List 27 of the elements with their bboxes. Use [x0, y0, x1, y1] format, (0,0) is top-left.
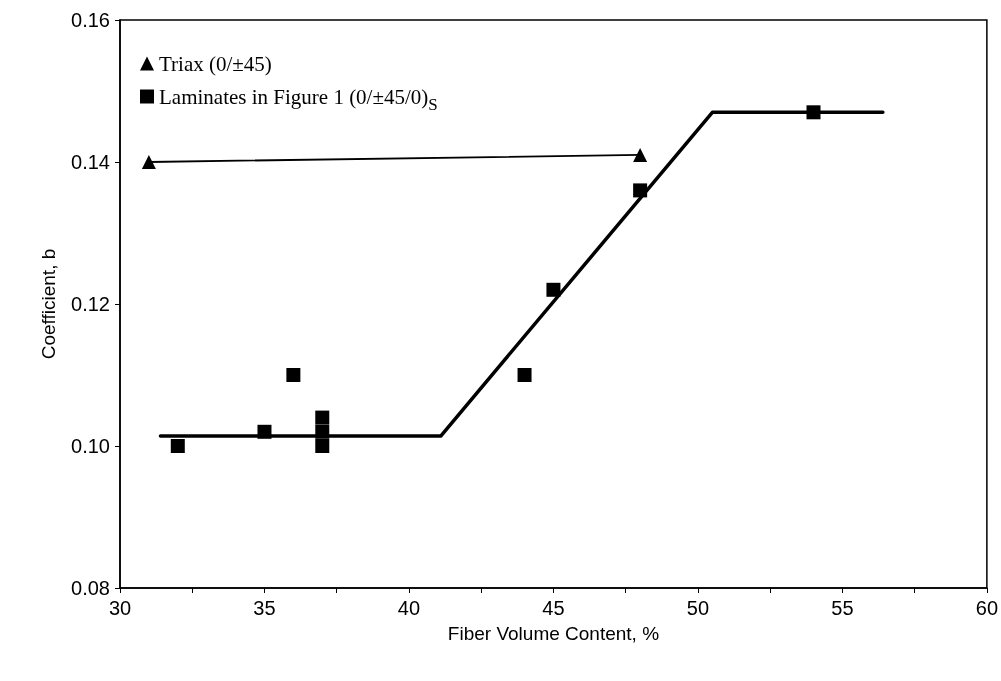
y-tick-label: 0.08 — [71, 577, 110, 599]
y-axis-title: Coefficient, b — [38, 248, 59, 360]
point — [141, 155, 156, 169]
point — [170, 439, 185, 453]
point — [633, 183, 648, 198]
point — [546, 282, 561, 297]
x-tick-label: 50 — [686, 597, 710, 619]
y-tick-label: 0.14 — [71, 151, 110, 173]
point — [517, 368, 532, 382]
point — [315, 439, 330, 453]
point — [633, 147, 648, 162]
y-tick-label: 0.12 — [71, 293, 110, 315]
x-tick-label: 35 — [253, 597, 276, 619]
point — [257, 424, 272, 439]
x-tick-label: 30 — [108, 597, 132, 619]
point — [315, 424, 330, 439]
x-tick-label: 55 — [831, 597, 854, 619]
x-axis-title: Fiber Volume Content, % — [447, 623, 660, 644]
legend-label: Triax (0/±45) — [159, 51, 272, 76]
y-tick-label: 0.16 — [71, 9, 110, 31]
x-tick-label: 45 — [542, 597, 565, 619]
point — [286, 368, 301, 382]
x-tick-label: 60 — [975, 597, 998, 619]
y-tick-label: 0.10 — [71, 435, 110, 457]
x-tick-label: 40 — [397, 597, 421, 619]
point — [806, 105, 821, 120]
point — [315, 410, 330, 425]
